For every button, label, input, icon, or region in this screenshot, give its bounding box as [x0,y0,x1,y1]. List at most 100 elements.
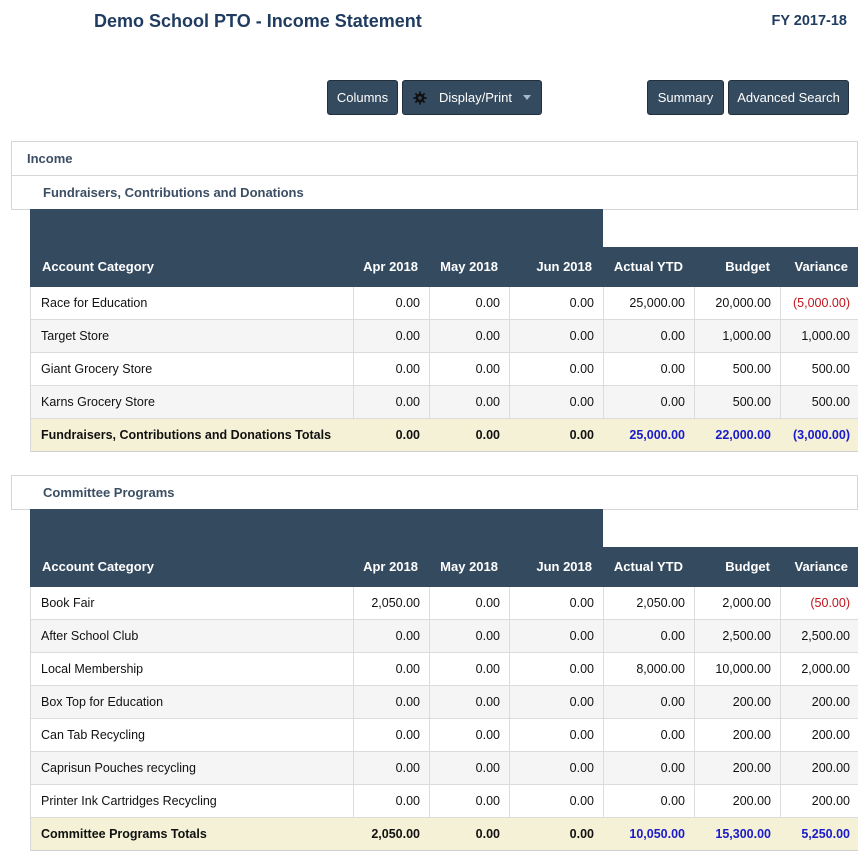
apr-value: 0.00 [353,752,429,784]
budget-total: 15,300.00 [715,827,771,841]
ytd-value: 0.00 [603,320,694,352]
budget-value: 20,000.00 [694,287,780,319]
ytd-value: 0.00 [603,620,694,652]
variance-value: 500.00 [780,353,859,385]
account-name: Book Fair [41,596,95,610]
ytd-value: 2,050.00 [603,587,694,619]
budget-value: 500.00 [694,353,780,385]
table-row[interactable]: Printer Ink Cartridges Recycling 0.00 0.… [31,785,858,818]
col-header-budget[interactable]: Budget [725,559,770,574]
table-row[interactable]: Giant Grocery Store 0.00 0.00 0.00 0.00 … [31,353,858,386]
table-row[interactable]: After School Club 0.00 0.00 0.00 0.00 2,… [31,620,858,653]
totals-row: Committee Programs Totals 2,050.00 0.00 … [31,818,858,851]
columns-button[interactable]: Columns [327,80,398,115]
account-name: Giant Grocery Store [41,362,153,376]
variance-value: 200.00 [780,752,859,784]
may-total: 0.00 [475,827,500,841]
apr-value: 0.00 [353,620,429,652]
jun-value: 0.00 [509,386,603,418]
budget-value: 2,000.00 [694,587,780,619]
col-header-may[interactable]: May 2018 [440,259,498,274]
income-section-header[interactable]: Income [11,141,858,176]
may-value: 0.00 [429,587,509,619]
ytd-value: 0.00 [603,785,694,817]
col-header-account[interactable]: Account Category [42,559,154,574]
budget-value: 1,000.00 [694,320,780,352]
account-name: Box Top for Education [41,695,164,709]
totals-row: Fundraisers, Contributions and Donations… [31,419,858,452]
ytd-value: 0.00 [603,686,694,718]
jun-value: 0.00 [509,287,603,319]
col-header-variance[interactable]: Variance [794,259,849,274]
variance-total: 5,250.00 [801,827,850,841]
table-body: Book Fair 2,050.00 0.00 0.00 2,050.00 2,… [30,587,858,851]
committee-section-header[interactable]: Committee Programs [11,475,858,510]
account-name: Printer Ink Cartridges Recycling [41,794,217,808]
may-total: 0.00 [475,428,500,442]
ytd-value: 0.00 [603,386,694,418]
apr-value: 0.00 [353,653,429,685]
may-value: 0.00 [429,686,509,718]
may-value: 0.00 [429,752,509,784]
col-header-apr[interactable]: Apr 2018 [363,259,418,274]
table-row[interactable]: Caprisun Pouches recycling 0.00 0.00 0.0… [31,752,858,785]
table-row[interactable]: Can Tab Recycling 0.00 0.00 0.00 0.00 20… [31,719,858,752]
apr-value: 0.00 [353,785,429,817]
totals-label: Committee Programs Totals [41,827,207,841]
account-name: Karns Grocery Store [41,395,155,409]
table-header-row: Account Category Apr 2018 May 2018 Jun 2… [30,247,858,287]
gear-icon [413,90,427,105]
may-value: 0.00 [429,785,509,817]
advanced-search-button[interactable]: Advanced Search [728,80,849,115]
account-name: Race for Education [41,296,148,310]
table-row[interactable]: Book Fair 2,050.00 0.00 0.00 2,050.00 2,… [31,587,858,620]
variance-value: (5,000.00) [780,287,859,319]
ytd-value: 0.00 [603,752,694,784]
col-header-ytd[interactable]: Actual YTD [613,259,683,274]
committee-section-label: Committee Programs [43,485,175,500]
apr-total: 2,050.00 [371,827,420,841]
table-row[interactable]: Local Membership 0.00 0.00 0.00 8,000.00… [31,653,858,686]
account-name: Local Membership [41,662,144,676]
col-header-jun[interactable]: Jun 2018 [536,259,592,274]
display-print-button-label: Display/Print [439,90,512,105]
col-header-apr[interactable]: Apr 2018 [363,559,418,574]
display-print-button[interactable]: Display/Print [402,80,542,115]
col-header-account[interactable]: Account Category [42,259,154,274]
variance-total: (3,000.00) [793,428,850,442]
jun-value: 0.00 [509,353,603,385]
apr-value: 0.00 [353,686,429,718]
budget-total: 22,000.00 [715,428,771,442]
table-row[interactable]: Box Top for Education 0.00 0.00 0.00 0.0… [31,686,858,719]
jun-value: 0.00 [509,752,603,784]
table-row[interactable]: Race for Education 0.00 0.00 0.00 25,000… [31,287,858,320]
ytd-value: 0.00 [603,719,694,751]
table-row[interactable]: Karns Grocery Store 0.00 0.00 0.00 0.00 … [31,386,858,419]
budget-value: 200.00 [694,719,780,751]
variance-value: 200.00 [780,686,859,718]
apr-value: 0.00 [353,386,429,418]
col-header-jun[interactable]: Jun 2018 [536,559,592,574]
jun-total: 0.00 [569,428,594,442]
budget-value: 200.00 [694,785,780,817]
may-value: 0.00 [429,320,509,352]
may-value: 0.00 [429,287,509,319]
advanced-search-button-label: Advanced Search [737,90,840,105]
table-row[interactable]: Target Store 0.00 0.00 0.00 0.00 1,000.0… [31,320,858,353]
budget-value: 200.00 [694,752,780,784]
ytd-total: 25,000.00 [629,428,685,442]
apr-value: 0.00 [353,287,429,319]
col-header-budget[interactable]: Budget [725,259,770,274]
variance-value: 1,000.00 [780,320,859,352]
caret-down-icon [522,95,531,100]
col-header-may[interactable]: May 2018 [440,559,498,574]
columns-button-label: Columns [336,90,389,105]
col-header-variance[interactable]: Variance [794,559,849,574]
summary-button[interactable]: Summary [647,80,724,115]
jun-value: 0.00 [509,587,603,619]
variance-value: 500.00 [780,386,859,418]
col-header-ytd[interactable]: Actual YTD [613,559,683,574]
apr-total: 0.00 [395,428,420,442]
fundraisers-section-header[interactable]: Fundraisers, Contributions and Donations [11,175,858,210]
variance-value: 2,000.00 [780,653,859,685]
